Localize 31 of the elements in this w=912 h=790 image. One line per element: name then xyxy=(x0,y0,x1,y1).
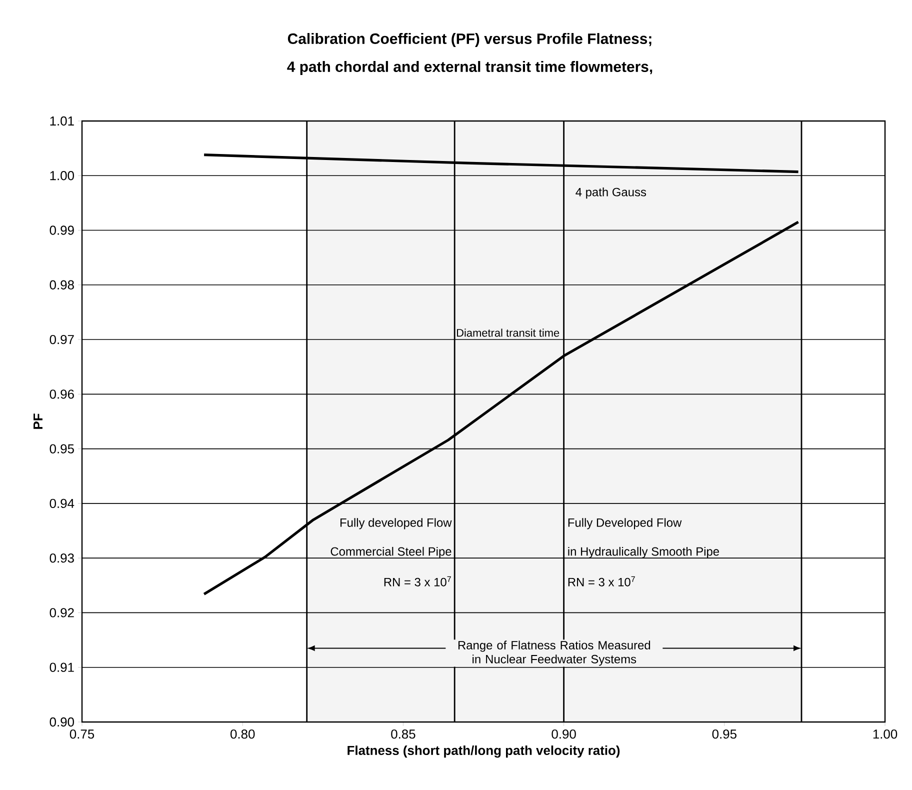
x-tick-label: 0.85 xyxy=(391,729,416,739)
annotation: RN = 3 x 10$^{7}$ xyxy=(384,576,451,586)
annotation: Fully developed Flow xyxy=(340,518,452,530)
annotation: Commercial Steel Pipe xyxy=(330,546,452,558)
y-tick-label: 0.92 xyxy=(50,608,74,618)
y-tick-label: 0.90 xyxy=(50,717,74,727)
annotation: RN = 3 x 10$^{7}$ xyxy=(568,576,635,586)
y-tick-label: 1.01 xyxy=(50,116,74,126)
y-tick-label: 0.98 xyxy=(50,280,74,290)
y-tick-label: 0.94 xyxy=(50,498,74,508)
annotation: Fully Developed Flow xyxy=(568,518,682,530)
y-tick-label: 0.91 xyxy=(50,662,74,672)
x-tick-label: 0.90 xyxy=(552,729,576,739)
band-label: Range of Flatness Ratios Measured in Nuclear Feedwater Systems xyxy=(458,640,650,666)
x-tick-label: 1.00 xyxy=(873,729,898,739)
series-label: 4 path Gauss xyxy=(576,188,646,199)
x-tick-label: 0.95 xyxy=(712,729,736,739)
y-tick-label: 0.93 xyxy=(50,553,74,563)
chart-title: Calibration Coefficient (PF) versus Profile Flatness; xyxy=(288,33,652,47)
x-axis-title: Flatness (short path/long path velocity ratio) xyxy=(348,745,620,758)
y-tick-label: 0.95 xyxy=(50,444,74,454)
y-axis-title: PF xyxy=(34,414,42,429)
chart-subtitle: 4 path chordal and external transit time flowmeters, xyxy=(287,61,652,75)
annotation: in Hydraulically Smooth Pipe xyxy=(568,546,720,558)
series-label: Diametral transit time xyxy=(456,328,560,337)
x-tick-label: 0.75 xyxy=(70,729,94,739)
y-tick-label: 0.97 xyxy=(50,334,74,344)
x-tick-label: 0.80 xyxy=(230,729,255,739)
y-tick-label: 0.99 xyxy=(50,226,74,235)
y-tick-label: 1.00 xyxy=(50,171,74,180)
y-tick-label: 0.96 xyxy=(50,390,74,399)
